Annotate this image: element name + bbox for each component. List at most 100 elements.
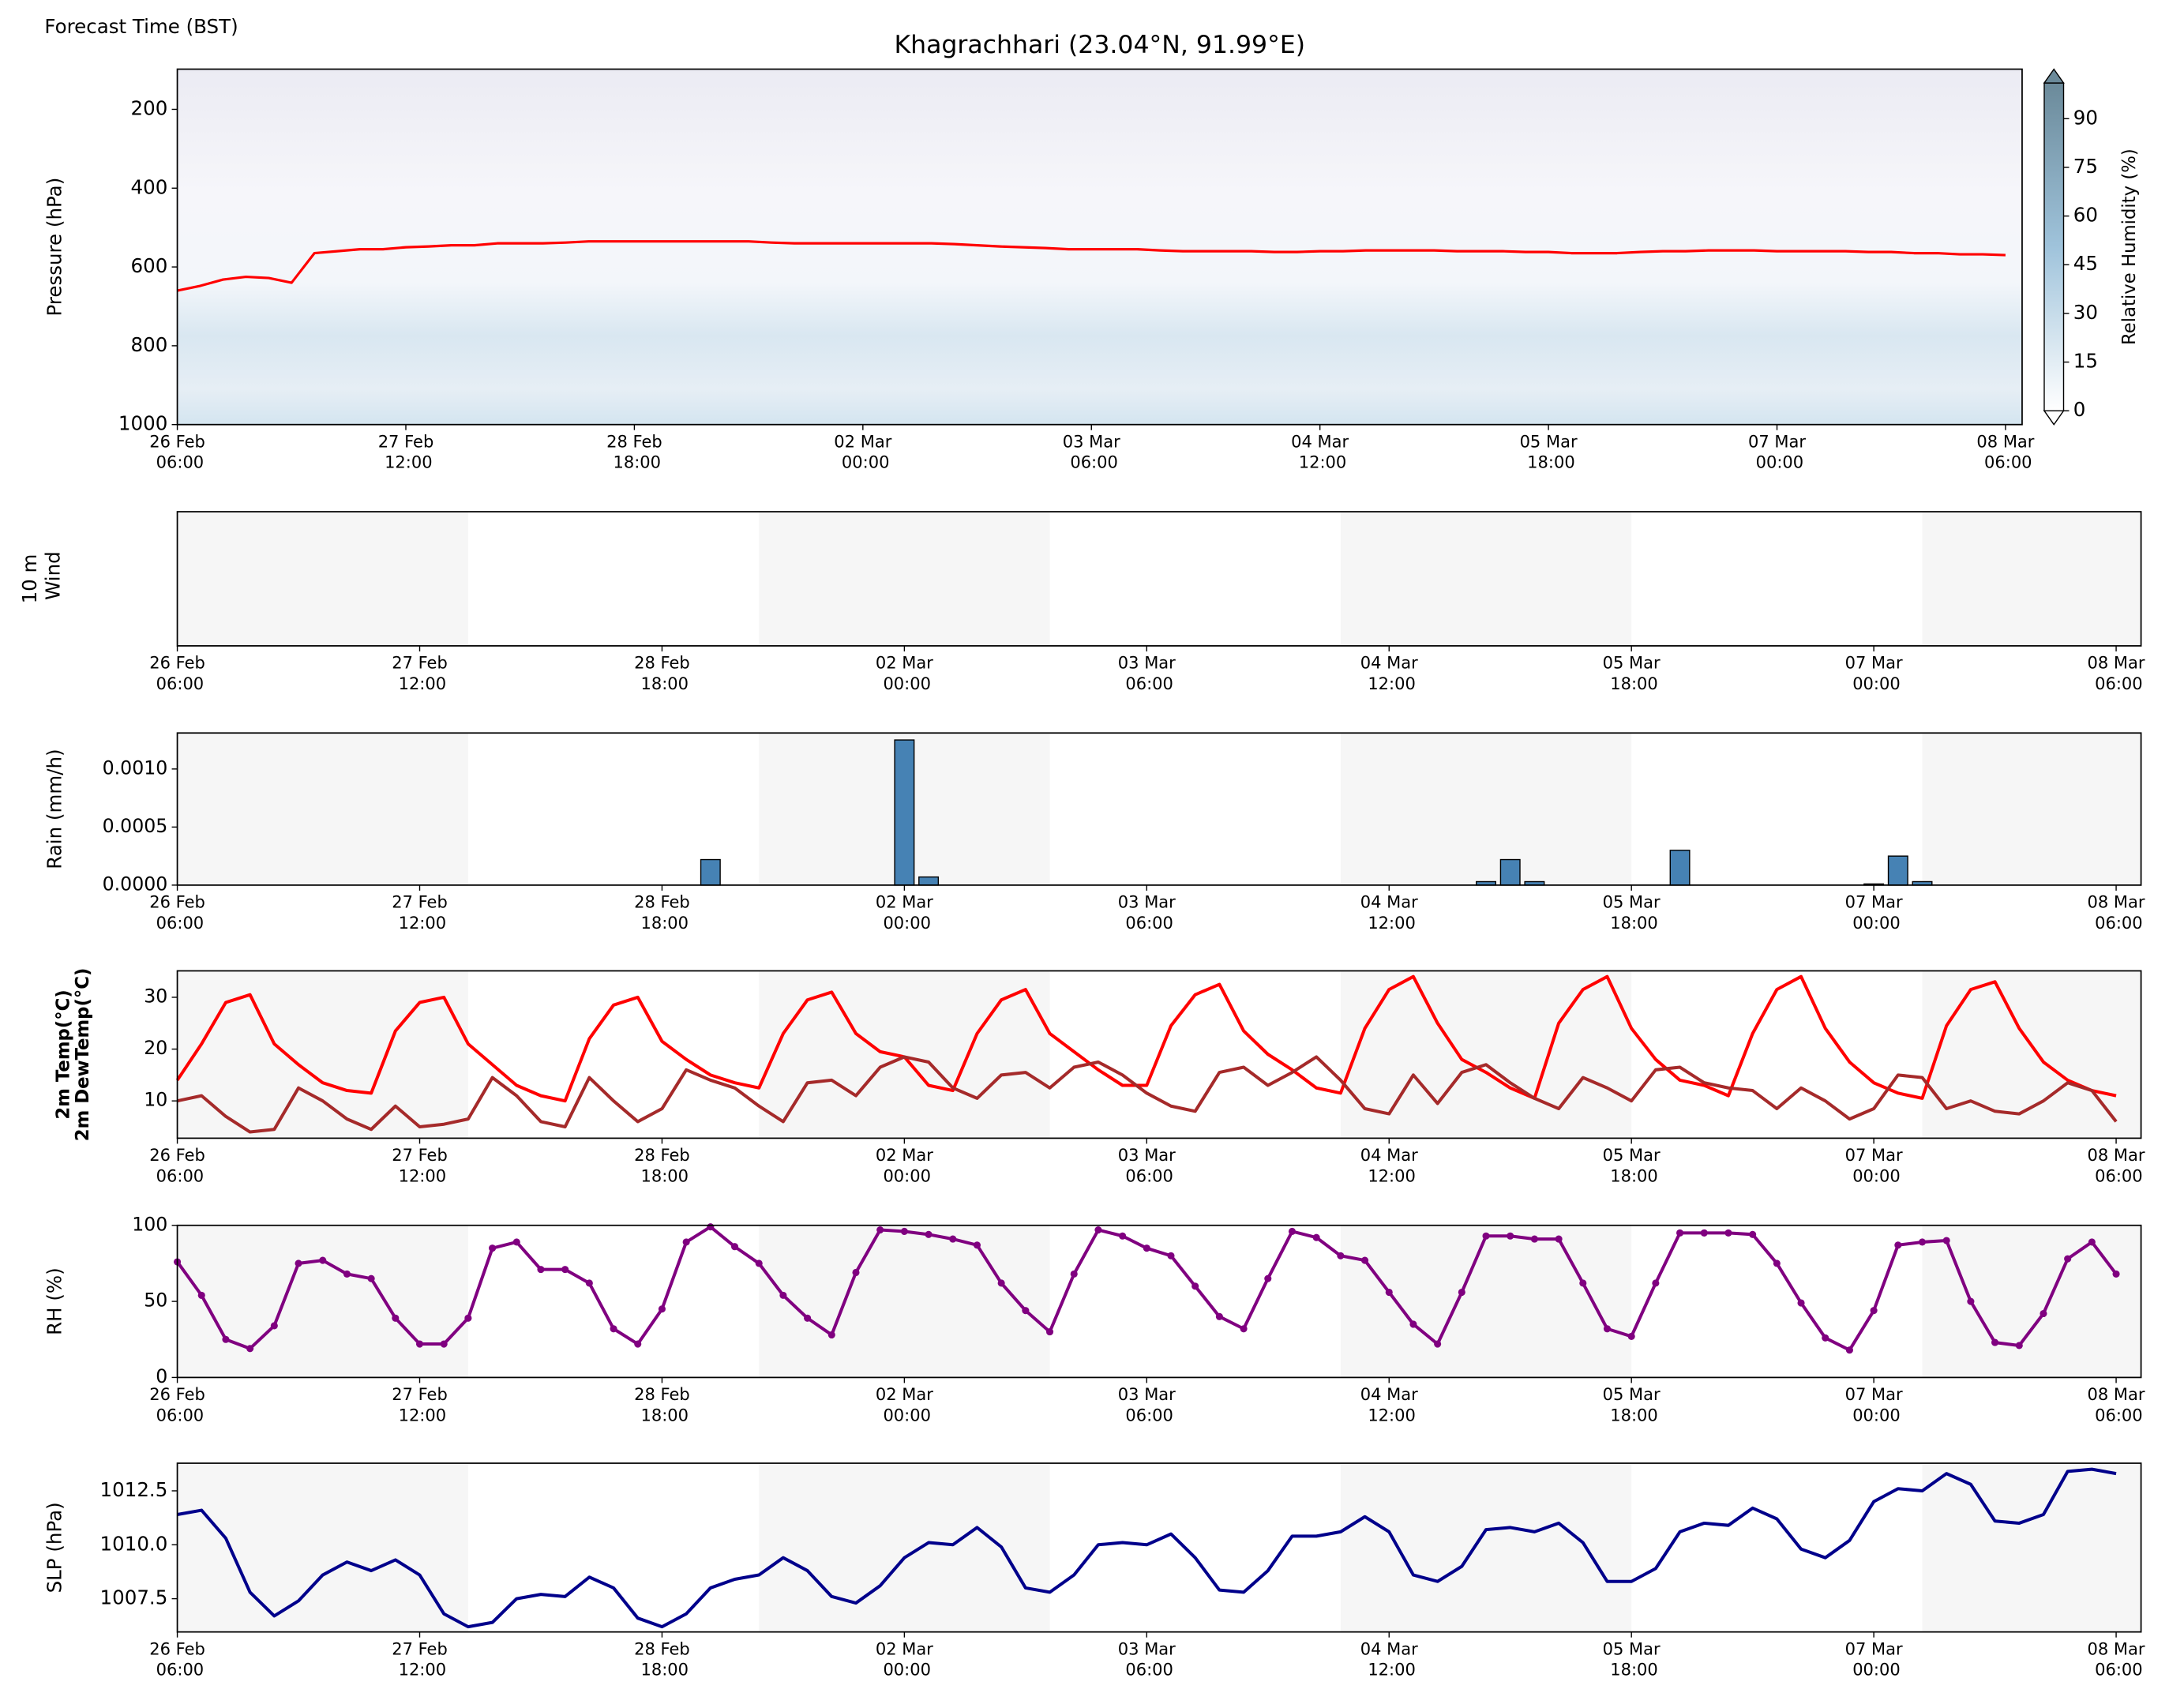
y-tick-label: 0.0005: [103, 815, 168, 837]
frame: [176, 1224, 2142, 1379]
day-band: [177, 733, 468, 885]
point: [949, 1235, 957, 1243]
y-tick-label: 0.0000: [103, 873, 168, 895]
x-tick-label: 08 Mar 06:00: [2088, 892, 2145, 933]
y-tick-label: 1007.5: [100, 1586, 168, 1609]
point: [1555, 1235, 1563, 1243]
x-tick-label: 27 Feb 12:00: [392, 1639, 448, 1679]
point: [1119, 1232, 1127, 1240]
point: [464, 1314, 472, 1322]
point: [1822, 1334, 1829, 1342]
point: [1991, 1338, 1999, 1346]
point: [512, 1238, 520, 1246]
x-tick-label: 07 Mar 00:00: [1845, 1639, 1903, 1679]
day-band: [177, 1225, 468, 1378]
y-tick-label: 800: [131, 333, 168, 356]
x-tick-label: 07 Mar 00:00: [1845, 1145, 1903, 1185]
frame: [176, 970, 2142, 1139]
point: [1288, 1227, 1297, 1236]
x-tick-label: 28 Feb 18:00: [634, 1145, 690, 1185]
point: [1967, 1297, 1975, 1305]
point: [682, 1238, 690, 1246]
point: [1240, 1325, 1248, 1333]
point: [1361, 1256, 1369, 1264]
y-axis-label: Rain (mm/h): [43, 749, 66, 869]
day-band: [1340, 1462, 1632, 1632]
frame: [176, 1462, 2142, 1633]
point: [197, 1291, 205, 1299]
x-tick-label: 07 Mar 00:00: [1845, 892, 1903, 933]
point: [1409, 1320, 1417, 1328]
x-tick-label: 05 Mar 18:00: [1603, 1145, 1661, 1185]
point: [222, 1335, 230, 1343]
x-tick-label: 26 Feb 06:00: [149, 892, 205, 933]
x-tick-label: 27 Feb 12:00: [392, 1145, 448, 1185]
x-tick-label: 08 Mar 06:00: [2088, 1145, 2145, 1185]
x-tick-label: 26 Feb 06:00: [149, 1145, 205, 1185]
x-tick-label: 02 Mar 00:00: [876, 892, 933, 933]
y-tick-label: 200: [131, 96, 168, 119]
y-tick-label: 30: [144, 985, 167, 1007]
colorbar-tick-label: 60: [2073, 204, 2098, 227]
frame: [176, 68, 2023, 426]
point: [1749, 1230, 1757, 1238]
point: [1652, 1279, 1660, 1287]
x-tick-label: 07 Mar 00:00: [1748, 431, 1806, 471]
bar: [1499, 858, 1521, 886]
point: [319, 1256, 327, 1264]
point: [2112, 1270, 2120, 1278]
colorbar-tick-label: 45: [2073, 252, 2098, 275]
x-tick-label: 02 Mar 00:00: [876, 1384, 933, 1425]
legend-label: 2m DewTemp(°C): [73, 968, 93, 1142]
point: [392, 1314, 400, 1322]
y-tick-label: 20: [144, 1037, 167, 1059]
point: [1458, 1288, 1465, 1297]
day-band: [177, 970, 468, 1139]
y-axis-label: Pressure (hPa): [43, 178, 66, 317]
day-band: [759, 512, 1050, 646]
point: [537, 1266, 545, 1274]
x-tick-label: 04 Mar 12:00: [1360, 1639, 1418, 1679]
point: [852, 1268, 860, 1277]
x-tick-label: 02 Mar 00:00: [876, 653, 933, 693]
point: [440, 1340, 448, 1348]
colorbar: [2043, 82, 2065, 411]
point: [1167, 1252, 1175, 1259]
point: [1894, 1241, 1902, 1249]
colorbar-tick-label: 90: [2073, 106, 2098, 129]
point: [2015, 1342, 2023, 1350]
point: [634, 1340, 642, 1348]
colorbar-tick-label: 75: [2073, 155, 2098, 178]
point: [707, 1223, 715, 1231]
point: [730, 1243, 739, 1251]
point: [1143, 1244, 1150, 1252]
y-axis-label: SLP (hPa): [43, 1502, 66, 1593]
point: [779, 1291, 787, 1299]
point: [610, 1325, 617, 1333]
point: [2088, 1238, 2096, 1246]
x-tick-label: 05 Mar 18:00: [1520, 431, 1578, 471]
y-tick-label: 0.0010: [103, 756, 168, 779]
x-tick-label: 28 Feb 18:00: [606, 431, 662, 471]
point: [1215, 1312, 1223, 1320]
x-tick-label: 28 Feb 18:00: [634, 1384, 690, 1425]
point: [1264, 1274, 1272, 1282]
x-tick-label: 04 Mar 12:00: [1360, 653, 1418, 693]
point: [804, 1314, 812, 1322]
y-tick-label: 50: [144, 1289, 167, 1312]
bar: [1887, 855, 1908, 886]
series-line: [175, 974, 2117, 1103]
x-tick-label: 28 Feb 18:00: [634, 892, 690, 933]
y-tick-label: 1012.5: [100, 1478, 168, 1501]
point: [1191, 1282, 1199, 1290]
y-tick-label: 600: [131, 254, 168, 277]
day-band: [1922, 1225, 2141, 1378]
bar: [1669, 850, 1691, 886]
x-tick-label: 04 Mar 12:00: [1360, 1145, 1418, 1185]
point: [1918, 1238, 1927, 1246]
point: [1797, 1299, 1805, 1307]
colorbar-tick-label: 0: [2073, 398, 2086, 421]
day-band: [1340, 733, 1632, 885]
x-tick-label: 04 Mar 12:00: [1360, 892, 1418, 933]
x-tick-label: 27 Feb 12:00: [392, 1384, 448, 1425]
